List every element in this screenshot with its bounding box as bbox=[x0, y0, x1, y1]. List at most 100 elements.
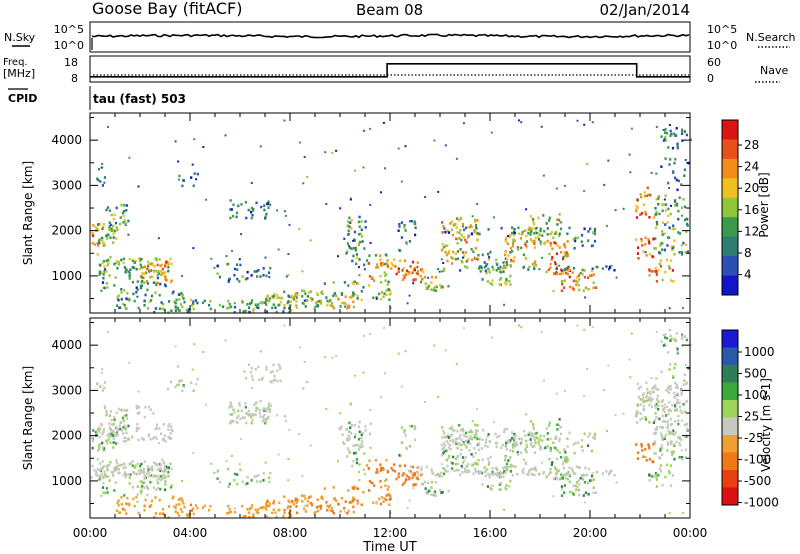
power-cell bbox=[592, 286, 595, 290]
velocity-cell bbox=[530, 435, 533, 438]
colorbar-tick-label: 4 bbox=[744, 268, 752, 282]
velocity-cell bbox=[246, 412, 250, 416]
velocity-cell bbox=[105, 409, 108, 413]
velocity-cell bbox=[250, 421, 253, 425]
velocity-cell bbox=[390, 466, 393, 470]
velocity-cell bbox=[651, 475, 654, 478]
velocity-cell bbox=[666, 443, 669, 446]
velocity-cell bbox=[674, 420, 677, 423]
velocity-cell bbox=[434, 481, 437, 484]
velocity-cell bbox=[583, 432, 586, 436]
velocity-cell bbox=[196, 377, 199, 381]
power-cell bbox=[311, 297, 314, 301]
velocity-cell bbox=[395, 477, 398, 481]
velocity-cell bbox=[449, 448, 452, 451]
power-cell bbox=[158, 258, 161, 261]
velocity-cell bbox=[100, 472, 103, 476]
velocity-cell bbox=[455, 468, 459, 472]
power-cell bbox=[316, 292, 319, 295]
velocity-cell bbox=[423, 480, 426, 484]
velocity-cell bbox=[301, 494, 304, 498]
power-cell bbox=[292, 297, 295, 301]
velocity-cell bbox=[454, 440, 457, 444]
velocity-cell bbox=[537, 443, 540, 446]
colorbar-frame bbox=[721, 329, 739, 506]
velocity-cell bbox=[313, 512, 316, 515]
velocity-cell bbox=[608, 471, 611, 474]
velocity-cell bbox=[167, 435, 170, 439]
power-cell bbox=[674, 157, 677, 161]
power-cell bbox=[476, 219, 479, 222]
cpid-value: tau (fast) 503 bbox=[93, 92, 186, 106]
velocity-cell bbox=[356, 499, 359, 503]
velocity-cell bbox=[641, 398, 644, 402]
velocity-cell bbox=[127, 438, 130, 441]
power-cell bbox=[294, 292, 297, 295]
power-cell bbox=[471, 215, 474, 218]
velocity-cell bbox=[530, 441, 533, 444]
velocity-cell bbox=[671, 474, 674, 477]
velocity-cell bbox=[250, 413, 253, 417]
power-cell bbox=[416, 261, 419, 264]
power-cell bbox=[642, 203, 645, 206]
power-cell bbox=[139, 259, 142, 263]
power-cell bbox=[635, 205, 638, 208]
power-cell bbox=[658, 262, 661, 266]
velocity-cell bbox=[587, 435, 590, 438]
power-cell bbox=[568, 268, 571, 271]
power-cell bbox=[576, 119, 579, 122]
velocity-cell bbox=[147, 465, 150, 468]
power-cell bbox=[470, 225, 473, 229]
velocity-cell bbox=[174, 510, 177, 513]
velocity-cell bbox=[405, 447, 408, 451]
power-cell bbox=[412, 278, 415, 281]
power-cell bbox=[594, 286, 598, 289]
velocity-cell bbox=[128, 361, 131, 364]
power-cell bbox=[663, 248, 666, 252]
power-cell bbox=[245, 216, 248, 220]
velocity-cell bbox=[152, 475, 156, 478]
power-cell bbox=[495, 269, 498, 272]
velocity-cell bbox=[523, 429, 526, 433]
velocity-cell bbox=[532, 427, 535, 431]
power-cell bbox=[120, 298, 123, 301]
colorbar-segment bbox=[722, 120, 738, 140]
velocity-cell bbox=[500, 446, 503, 450]
velocity-cell bbox=[447, 456, 450, 460]
velocity-cell bbox=[562, 460, 565, 463]
velocity-cell bbox=[154, 512, 157, 515]
velocity-cell bbox=[382, 468, 385, 471]
velocity-cell bbox=[669, 441, 672, 444]
power-cell bbox=[505, 277, 508, 281]
velocity-cell bbox=[123, 409, 126, 412]
power-cell bbox=[584, 286, 587, 290]
velocity-cell bbox=[654, 384, 657, 387]
power-cell bbox=[347, 220, 350, 223]
velocity-cell bbox=[660, 432, 663, 436]
power-cell bbox=[583, 123, 586, 126]
velocity-cell bbox=[413, 472, 416, 475]
velocity-cell bbox=[348, 501, 351, 504]
power-cell bbox=[671, 269, 674, 272]
power-cell bbox=[476, 238, 479, 242]
velocity-cell bbox=[169, 462, 172, 466]
velocity-cell bbox=[525, 462, 528, 466]
velocity-cell bbox=[630, 332, 633, 335]
power-cell bbox=[592, 231, 595, 234]
velocity-cell bbox=[555, 476, 558, 479]
velocity-cell bbox=[550, 463, 553, 466]
power-cell bbox=[350, 247, 353, 250]
velocity-cell bbox=[676, 399, 679, 402]
power-cell bbox=[685, 230, 688, 233]
colorbar-segment bbox=[722, 382, 738, 401]
power-cell bbox=[563, 243, 566, 247]
power-cell bbox=[461, 225, 464, 228]
power-cell bbox=[505, 257, 509, 261]
velocity-cell bbox=[144, 476, 148, 480]
power-cell bbox=[464, 238, 467, 242]
power-cell bbox=[684, 243, 687, 247]
velocity-cell bbox=[470, 453, 473, 456]
velocity-cell bbox=[501, 471, 504, 475]
power-cell bbox=[430, 281, 433, 284]
